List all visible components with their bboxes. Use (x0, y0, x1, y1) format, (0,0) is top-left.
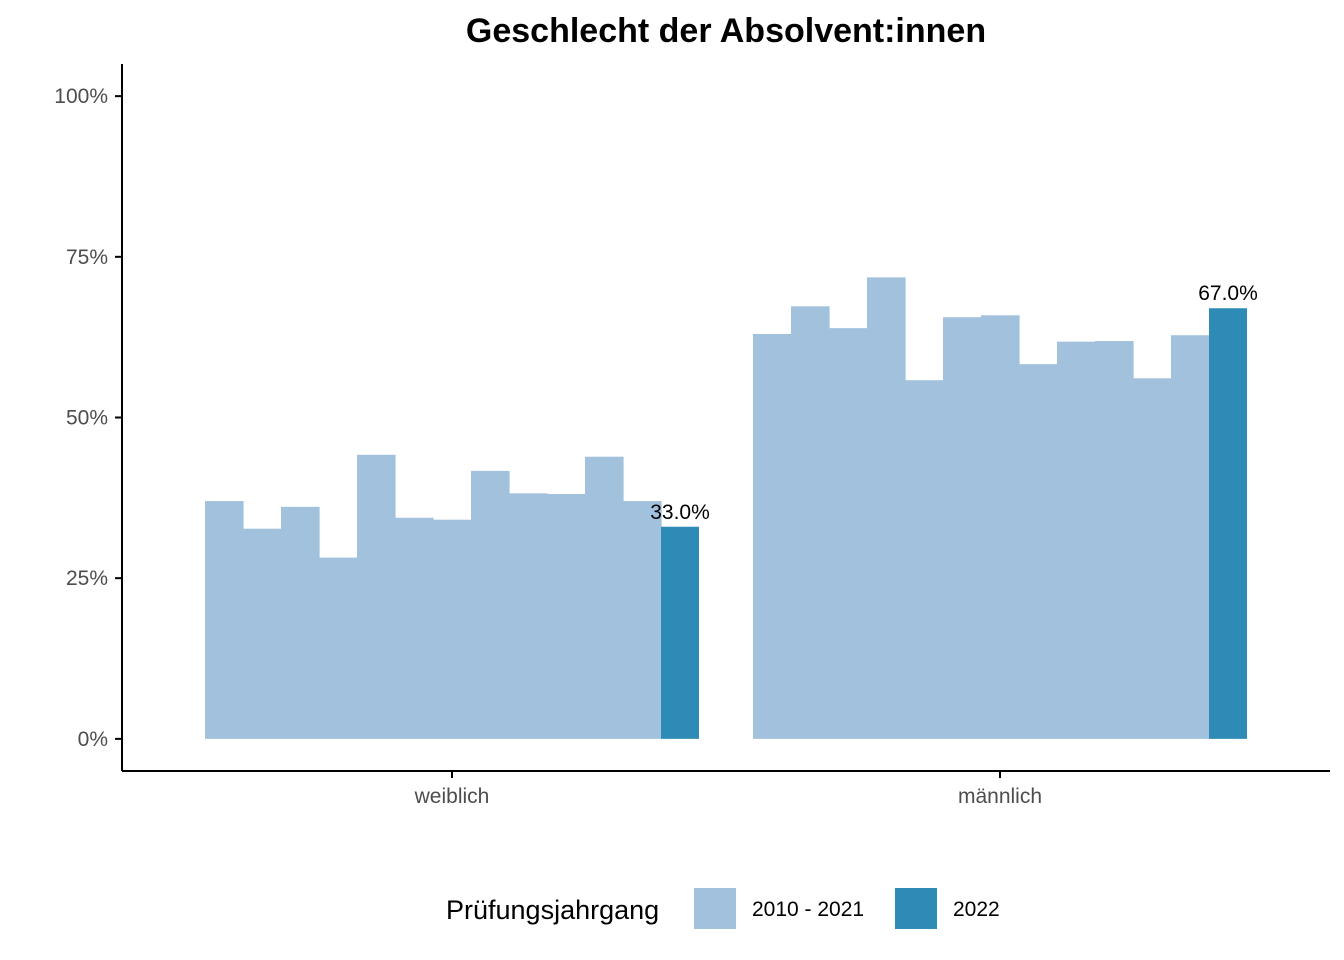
bar-historic-0-6 (433, 519, 472, 739)
y-tick-label: 75% (66, 246, 108, 269)
bar-historic-1-0 (753, 333, 792, 739)
bar-historic-1-5 (943, 317, 982, 739)
bar-historic-0-1 (243, 528, 282, 739)
legend-swatch-historic (694, 888, 736, 929)
y-axis: 0% 25% 50% 75% 100% (54, 64, 123, 771)
x-axis: weiblich männlich (122, 770, 1330, 808)
bar-historic-0-11 (623, 501, 662, 739)
y-tick-label: 0% (78, 728, 108, 751)
x-tick-label: weiblich (414, 785, 490, 808)
legend-swatch-current (895, 888, 937, 929)
data-label-2022: 67.0% (1198, 282, 1258, 305)
bar-historic-0-0 (205, 501, 244, 739)
data-label-2022: 33.0% (650, 501, 710, 524)
bar-historic-1-3 (867, 277, 906, 739)
legend-label-current: 2022 (953, 898, 1000, 921)
bar-historic-0-2 (281, 506, 320, 739)
bar-historic-1-4 (905, 380, 944, 739)
bar-historic-0-10 (585, 456, 624, 739)
bar-historic-0-9 (547, 493, 586, 739)
bar-historic-1-9 (1095, 341, 1134, 739)
bar-2022-0 (661, 526, 699, 739)
legend-label-historic: 2010 - 2021 (752, 898, 864, 921)
data-labels: 33.0% 67.0% (650, 282, 1258, 524)
legend: Prüfungsjahrgang 2010 - 2021 2022 (446, 888, 1000, 929)
bar-historic-0-5 (395, 517, 434, 739)
bar-historic-0-3 (319, 557, 358, 739)
bar-historic-1-7 (1019, 364, 1058, 739)
bar-historic-1-2 (829, 328, 868, 739)
y-tick-label: 25% (66, 567, 108, 590)
bar-historic-0-4 (357, 454, 396, 739)
chart-title: Geschlecht der Absolvent:innen (466, 12, 986, 50)
bar-historic-1-11 (1171, 335, 1210, 739)
bar-historic-0-7 (471, 470, 510, 739)
bars (205, 277, 1247, 739)
bar-historic-1-6 (981, 315, 1020, 739)
legend-title: Prüfungsjahrgang (446, 895, 659, 925)
bar-historic-0-8 (509, 493, 548, 739)
bar-historic-1-1 (791, 306, 830, 739)
bar-historic-1-10 (1133, 378, 1172, 739)
y-tick-label: 50% (66, 407, 108, 430)
bar-2022-1 (1209, 308, 1247, 739)
x-tick-label: männlich (958, 785, 1042, 808)
y-tick-label: 100% (54, 85, 108, 108)
bar-historic-1-8 (1057, 341, 1096, 739)
